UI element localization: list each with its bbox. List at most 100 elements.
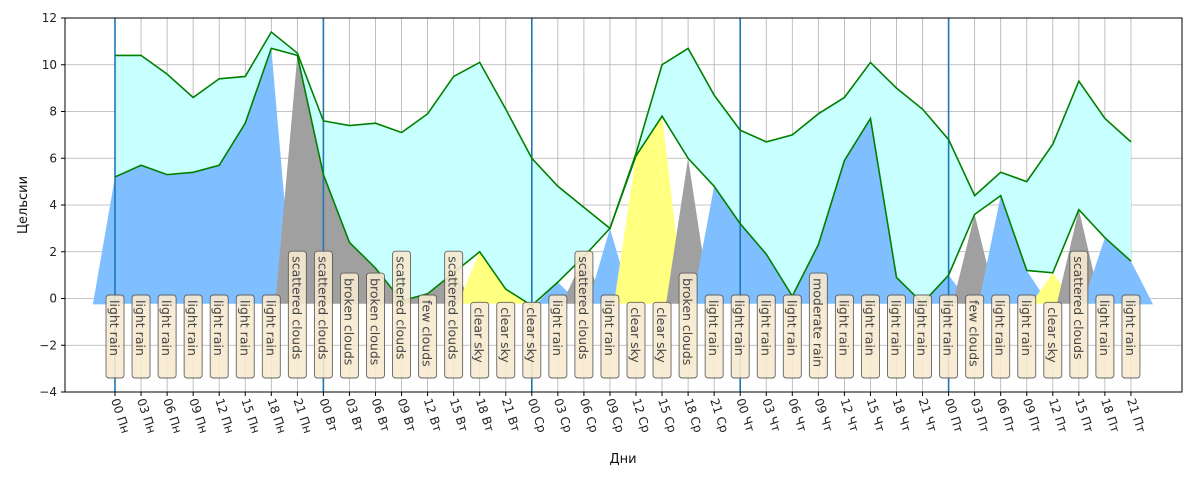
x-tick-label: 15 Ср	[655, 397, 679, 435]
weather-label: light rain	[834, 294, 854, 379]
weather-label-box	[574, 250, 594, 379]
x-tick-label: 09 Пн	[186, 397, 210, 436]
weather-label-text: clear sky	[472, 307, 487, 363]
weather-label-text: light rain	[159, 300, 174, 356]
weather-label: clear sky	[522, 301, 542, 379]
weather-label-box	[1043, 301, 1063, 379]
weather-label: scattered clouds	[574, 250, 594, 379]
x-tick-label: 06 Чт	[785, 397, 809, 434]
temperature-band	[115, 32, 1131, 306]
weather-label-text: clear sky	[498, 307, 513, 363]
y-tick-label: 4	[49, 198, 57, 212]
weather-label: light rain	[261, 294, 281, 379]
weather-label-box	[834, 294, 854, 379]
x-tick-label: 12 Пн	[212, 397, 236, 436]
weather-label-text: broken clouds	[341, 278, 356, 365]
x-ticks: 00 Пн 03 Пн 06 Пн 09 Пн 12 Пн 15 Пн 18 Пн 21 Пн…	[108, 392, 1148, 435]
weather-label-box	[392, 250, 411, 379]
weather-label-text: light rain	[758, 300, 773, 356]
weather-label-text: scattered clouds	[446, 256, 461, 359]
weather-label-box	[444, 250, 464, 379]
x-tick-label: 18 Вт	[473, 397, 497, 434]
weather-label-box	[183, 294, 203, 379]
weather-label-text: light rain	[889, 300, 904, 356]
weather-label: light rain	[131, 294, 151, 379]
y-tick-label: −4	[39, 385, 57, 399]
weather-label-text: clear sky	[654, 307, 669, 363]
x-tick-label: 09 Пт	[1020, 397, 1044, 435]
y-tick-label: 8	[49, 105, 57, 119]
weather-labels: light rain light rain light rain light rain…	[105, 250, 1141, 379]
weather-fill	[1000, 195, 1049, 305]
x-tick-label: 00 Ср	[525, 397, 549, 435]
x-tick-label: 21 Вт	[499, 397, 523, 434]
weather-label-text: light rain	[1019, 300, 1034, 356]
y-axis-label: Цельсии	[16, 176, 31, 234]
weather-label-text: light rain	[602, 300, 617, 356]
weather-label: scattered clouds	[392, 250, 411, 379]
weather-label: broken clouds	[340, 272, 359, 379]
weather-label: light rain	[600, 294, 620, 379]
weather-label-text: light rain	[862, 300, 877, 356]
weather-label-text: scattered clouds	[315, 256, 330, 359]
weather-label-text: light rain	[1097, 300, 1112, 356]
x-tick-label: 12 Пт	[1046, 397, 1070, 435]
weather-label: moderate rain	[808, 272, 828, 379]
weather-label-box	[209, 294, 229, 379]
weather-label: light rain	[704, 294, 724, 379]
weather-label: few clouds	[418, 294, 438, 379]
weather-fill	[1104, 237, 1154, 305]
weather-label-text: scattered clouds	[576, 256, 591, 359]
weather-label: light rain	[861, 294, 880, 379]
weather-label: light rain	[209, 294, 229, 379]
y-tick-label: 2	[49, 245, 57, 259]
weather-label-text: clear sky	[524, 307, 539, 363]
x-tick-label: 18 Пт	[1098, 397, 1122, 435]
weather-label: light rain	[991, 294, 1011, 379]
weather-label-text: broken clouds	[680, 278, 695, 365]
weather-label-box	[730, 294, 750, 379]
weather-label-box	[340, 272, 359, 379]
weather-label-text: light rain	[107, 300, 122, 356]
weather-label: clear sky	[626, 301, 646, 379]
weather-label-text: light rain	[1123, 300, 1138, 356]
x-tick-label: 03 Ср	[551, 397, 575, 435]
x-tick-label: 06 Пн	[160, 397, 184, 436]
weather-label-text: clear sky	[628, 307, 643, 363]
weather-label-box	[626, 301, 646, 379]
weather-label-box	[887, 294, 906, 379]
weather-label-box	[235, 294, 255, 379]
x-tick-label: 09 Вт	[395, 397, 419, 434]
weather-label: few clouds	[965, 294, 985, 379]
x-tick-label: 21 Чт	[916, 397, 940, 434]
weather-label-text: light rain	[237, 300, 252, 356]
weather-label: light rain	[548, 294, 568, 379]
weather-label-box	[861, 294, 880, 379]
y-ticks: −4 −2 0 2 4 6 8 10 12	[39, 11, 65, 399]
y-tick-label: −2	[39, 338, 57, 352]
weather-label: light rain	[1121, 294, 1141, 379]
weather-label-text: light rain	[732, 300, 747, 356]
weather-label-box	[131, 294, 151, 379]
weather-label: light rain	[913, 294, 932, 379]
x-tick-label: 06 Пт	[994, 397, 1018, 435]
weather-label-text: light rain	[550, 300, 565, 356]
x-tick-label: 03 Пн	[134, 397, 158, 436]
x-tick-label: 12 Чт	[838, 397, 862, 434]
weather-label-box	[418, 294, 438, 379]
weather-label: scattered clouds	[287, 250, 307, 379]
weather-label-text: few clouds	[420, 300, 435, 367]
weather-label-box	[261, 294, 281, 379]
x-axis-label: Дни	[609, 452, 636, 467]
x-tick-label: 03 Пт	[968, 397, 992, 435]
weather-label-box	[548, 294, 568, 379]
weather-label: clear sky	[470, 301, 490, 379]
weather-fill	[505, 289, 554, 306]
x-tick-label: 09 Ср	[603, 397, 627, 435]
weather-label-text: scattered clouds	[394, 256, 409, 359]
y-tick-label: 0	[49, 292, 57, 306]
x-tick-label: 21 Ср	[707, 397, 731, 435]
weather-label: light rain	[1095, 294, 1115, 379]
weather-label: light rain	[782, 294, 802, 379]
weather-label-box	[991, 294, 1011, 379]
